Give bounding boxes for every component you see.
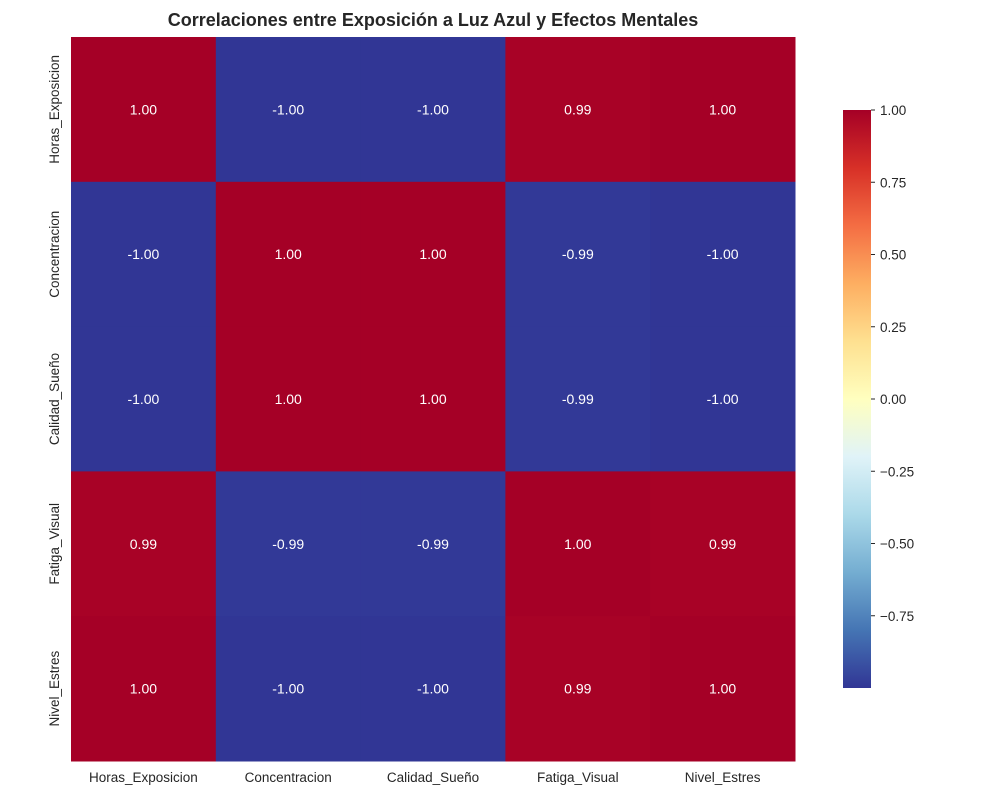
heatmap-cell-value: -1.00 <box>707 246 739 262</box>
heatmap-cell <box>215 326 362 472</box>
x-tick-label: Nivel_Estres <box>685 770 761 785</box>
heatmap-cell <box>71 37 217 183</box>
y-axis-tick-labels: Horas_Exposicion Concentracion Calidad_Sue… <box>47 55 62 726</box>
colorbar <box>843 110 871 688</box>
x-tick-label: Horas_Exposicion <box>89 770 198 785</box>
heatmap-cell <box>650 181 796 328</box>
y-tick-label: Calidad_Sueño <box>47 353 62 445</box>
heatmap-cell <box>650 37 796 183</box>
heatmap-cell <box>215 37 362 183</box>
heatmap-cell-value: 1.00 <box>419 246 446 262</box>
heatmap-cell-value: 0.99 <box>130 536 157 552</box>
x-tick-label: Fatiga_Visual <box>537 770 619 785</box>
heatmap-cell-value: -1.00 <box>127 246 159 262</box>
heatmap-cell <box>71 616 217 762</box>
heatmap-cell-value: 1.00 <box>275 391 302 407</box>
colorbar-tick-label: 0.50 <box>880 248 906 263</box>
heatmap-cell-value: 1.00 <box>564 536 591 552</box>
heatmap-cell <box>650 326 796 472</box>
heatmap-cell <box>505 616 651 762</box>
x-axis-tick-labels: Horas_Exposicion Concentracion Calidad_Sue… <box>89 770 761 785</box>
heatmap-cell-value: -1.00 <box>272 681 304 697</box>
colorbar-gradient <box>843 110 871 688</box>
heatmap-cell <box>215 181 362 328</box>
y-tick-label: Nivel_Estres <box>47 650 62 726</box>
heatmap-cell-value: -1.00 <box>417 681 449 697</box>
heatmap-cell <box>505 181 651 328</box>
heatmap-cell <box>360 616 506 762</box>
y-tick-label: Fatiga_Visual <box>47 503 62 585</box>
y-tick-label: Concentracion <box>47 211 62 298</box>
heatmap-cell <box>505 326 651 472</box>
heatmap-cell-value: 1.00 <box>275 246 302 262</box>
colorbar-tick-label: 1.00 <box>880 103 906 118</box>
heatmap-cell-value: 0.99 <box>564 101 591 117</box>
x-tick-label: Concentracion <box>245 770 332 785</box>
heatmap-cell-value: 1.00 <box>709 101 736 117</box>
colorbar-tick-label: −0.50 <box>880 537 914 552</box>
heatmap-cell-value: -0.99 <box>562 391 594 407</box>
heatmap-cell <box>505 37 651 183</box>
heatmap-cell-value: -1.00 <box>272 101 304 117</box>
heatmap-cell <box>215 471 362 617</box>
colorbar-tick-label: −0.25 <box>880 464 914 479</box>
heatmap-cell-value: 1.00 <box>709 681 736 697</box>
heatmap-cell-value: 1.00 <box>419 391 446 407</box>
colorbar-tick-label: 0.00 <box>880 392 906 407</box>
heatmap-cell <box>360 326 506 472</box>
heatmap-cell <box>71 181 217 328</box>
x-tick-label: Calidad_Sueño <box>387 770 479 785</box>
chart-title: Correlaciones entre Exposición a Luz Azu… <box>167 10 699 30</box>
heatmap-cell <box>71 471 217 617</box>
colorbar-tick-label: 0.75 <box>880 175 906 190</box>
y-tick-label: Horas_Exposicion <box>47 55 62 164</box>
heatmap-cell-value: 1.00 <box>130 101 157 117</box>
heatmap-cell-labels: 1.00 -1.00 -1.00 0.99 1.00 -1.00 1.00 1.00 -0.99… <box>127 101 738 696</box>
heatmap-cell <box>505 471 651 617</box>
heatmap-cell-value: -1.00 <box>127 391 159 407</box>
colorbar-tick-label: 0.25 <box>880 320 906 335</box>
heatmap-cell-value: -0.99 <box>417 536 449 552</box>
heatmap-cell-value: 1.00 <box>130 681 157 697</box>
heatmap-cell <box>360 471 506 617</box>
heatmap-cells <box>71 37 796 762</box>
heatmap-cell <box>360 181 506 328</box>
heatmap-cell-value: -1.00 <box>417 101 449 117</box>
heatmap-cell-value: 0.99 <box>709 536 736 552</box>
colorbar-tick-label: −0.75 <box>880 609 914 624</box>
heatmap-cell <box>215 616 362 762</box>
heatmap-cell <box>650 471 796 617</box>
heatmap-cell-value: -0.99 <box>272 536 304 552</box>
heatmap-cell <box>650 616 796 762</box>
heatmap-cell-value: -1.00 <box>707 391 739 407</box>
colorbar-ticks: 1.00 0.75 0.50 0.25 0.00 −0.25 −0.50 −0.75 <box>871 103 914 624</box>
heatmap-cell-value: 0.99 <box>564 681 591 697</box>
heatmap-cell <box>360 37 506 183</box>
heatmap-cell <box>71 326 217 472</box>
heatmap-cell-value: -0.99 <box>562 246 594 262</box>
